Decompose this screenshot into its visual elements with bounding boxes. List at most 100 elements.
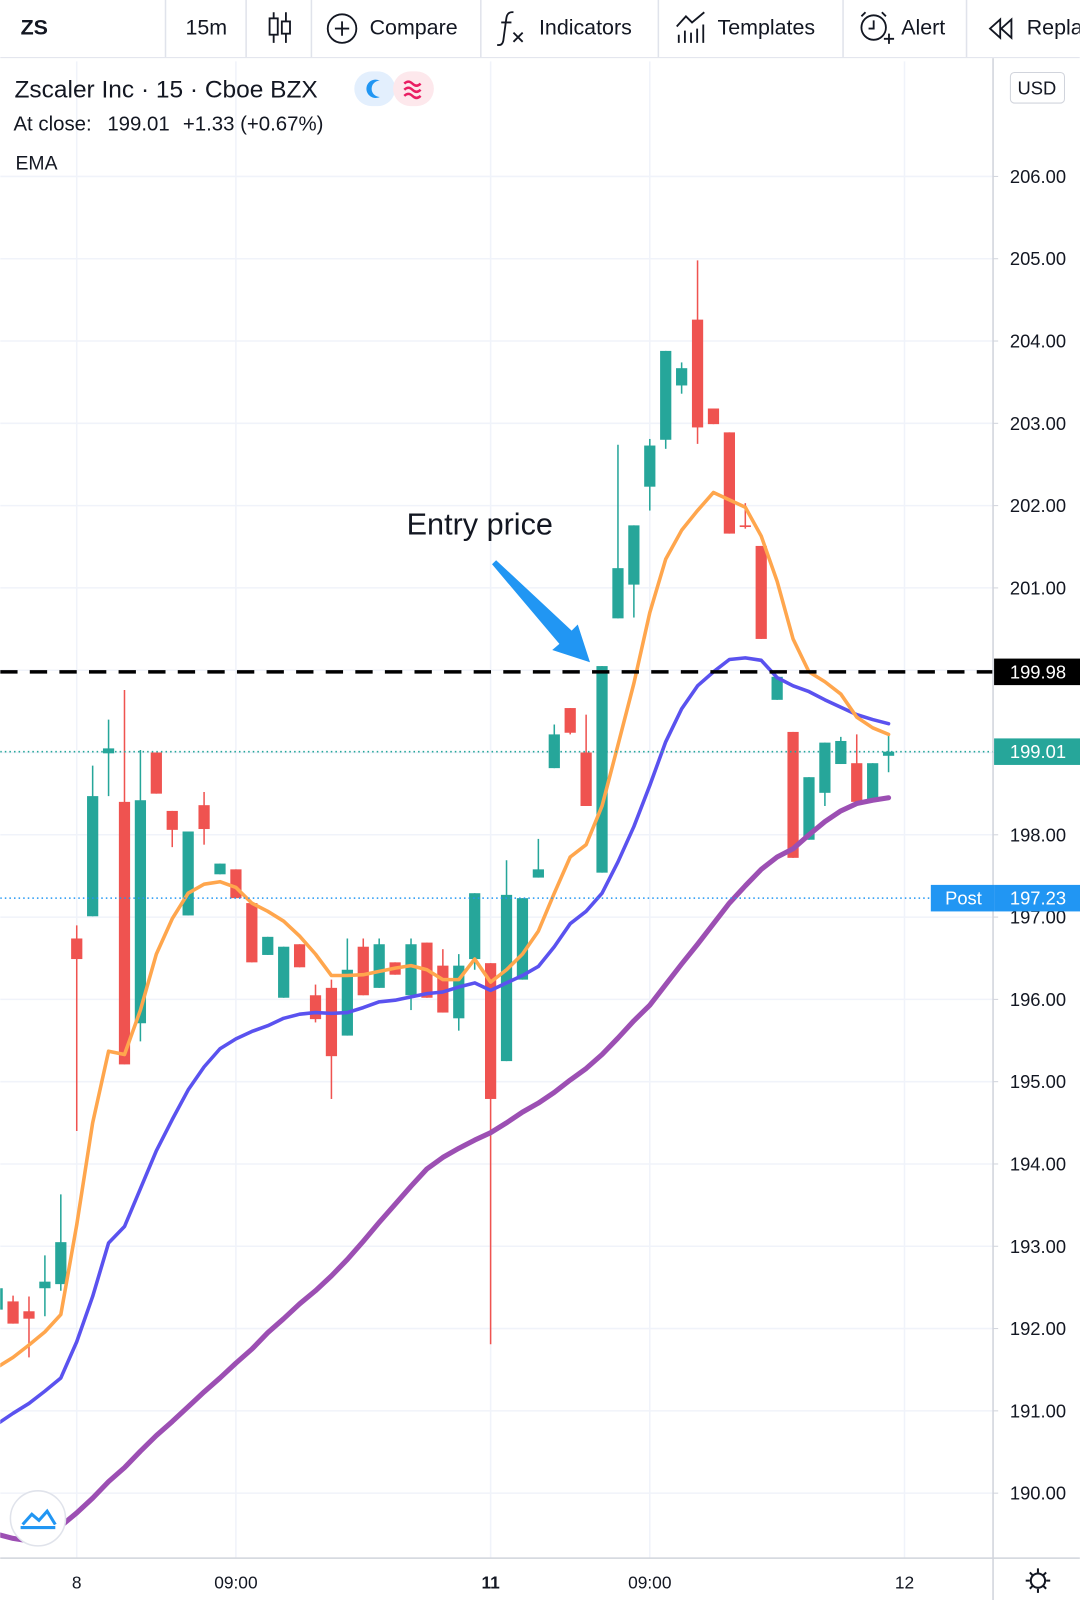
currency-label: USD <box>1018 77 1057 98</box>
candle-body <box>246 903 258 963</box>
replay-button[interactable]: Replay <box>988 16 1080 40</box>
interval-button[interactable]: 15m <box>185 16 227 40</box>
y-tick-label: 197.00 <box>1010 907 1066 928</box>
x-tick-label: 11 <box>481 1573 500 1593</box>
candle-icon-body <box>280 20 291 35</box>
compare-icon <box>326 13 358 44</box>
candle-body <box>55 1242 67 1285</box>
indicators-icon <box>496 11 524 46</box>
pill-right <box>393 71 434 107</box>
candle-body <box>87 796 99 917</box>
arrow-shape <box>492 560 590 663</box>
y-tick-label: 196.00 <box>1010 989 1066 1010</box>
candle-body <box>293 944 306 968</box>
templates-label: Templates <box>718 16 816 40</box>
candle-body <box>787 731 799 858</box>
plot-layer <box>0 260 895 1544</box>
symbol: ZS <box>21 16 48 40</box>
candle-body <box>739 525 751 528</box>
candle-body <box>341 969 353 1036</box>
candle-body <box>851 763 863 802</box>
ema-line <box>0 656 891 1425</box>
alert-button[interactable]: Alert <box>860 11 945 44</box>
candle-body <box>516 898 529 980</box>
candle-body <box>373 944 385 988</box>
candle-body <box>214 863 226 875</box>
compare-button[interactable]: Compare <box>326 13 458 44</box>
interval: 15m <box>185 16 227 40</box>
candle-body <box>453 965 465 1019</box>
close-label: At close: <box>13 113 91 135</box>
y-tick-label: 190.00 <box>1010 1483 1066 1504</box>
candle-body <box>469 893 481 960</box>
candle-body <box>309 995 322 1020</box>
price-line-layer <box>0 670 994 899</box>
price-label-box <box>994 738 1080 765</box>
y-tick-label: 194.00 <box>1010 1153 1066 1174</box>
compare-label: Compare <box>370 16 458 40</box>
price-label: 197.23 <box>1010 888 1066 909</box>
y-tick-label: 202.00 <box>1010 495 1066 516</box>
x-tick-label: 12 <box>895 1573 914 1593</box>
candle-body <box>325 987 338 1057</box>
y-tick-label: 205.00 <box>1010 248 1066 269</box>
price-label-box <box>994 658 1080 686</box>
candle-body <box>485 963 497 1099</box>
ema-line <box>0 795 892 1544</box>
grid-layer <box>0 61 994 1559</box>
toolbar-bg <box>0 0 1080 58</box>
templates-button[interactable]: Templates <box>676 11 816 43</box>
candle-body <box>723 432 735 534</box>
settings-button[interactable] <box>1025 1568 1051 1593</box>
status-pills[interactable] <box>354 71 434 107</box>
alert-icon <box>860 14 887 41</box>
candle-body <box>676 368 688 386</box>
gear-ring <box>1029 1572 1047 1589</box>
candle-body <box>644 445 656 487</box>
currency-button[interactable]: USD <box>1009 71 1065 104</box>
candle-body <box>564 708 576 733</box>
candle-body <box>707 408 720 425</box>
candle-body <box>102 748 115 754</box>
candle-body <box>278 946 290 998</box>
candle-body <box>548 734 560 769</box>
compare-icon-plus <box>334 21 350 36</box>
y-tick-label: 206.00 <box>1010 166 1066 187</box>
y-tick-label: 191.00 <box>1010 1400 1066 1421</box>
wave-icon <box>403 80 422 100</box>
candle-body <box>198 805 210 830</box>
chart-style-button[interactable] <box>268 12 291 43</box>
candle-body <box>771 676 783 700</box>
y-tick-label: 203.00 <box>1010 413 1066 434</box>
candle-body <box>612 568 624 619</box>
alert-icon-hands <box>860 11 895 44</box>
indicator-label: EMA <box>16 152 58 174</box>
logo-button[interactable] <box>9 1490 67 1547</box>
indicators-label: Indicators <box>539 16 632 40</box>
candle-body <box>23 1311 35 1319</box>
close-price: 199.01 <box>107 113 169 135</box>
candle-body <box>755 545 767 639</box>
symbol-button[interactable]: ZS <box>21 16 48 40</box>
replay-icon <box>988 17 1013 40</box>
indicators-button[interactable]: Indicators <box>496 11 632 46</box>
session-label-box <box>930 884 995 912</box>
candle-body <box>118 801 131 1065</box>
y-tick-label: 193.00 <box>1010 1236 1066 1257</box>
price-label-box <box>994 884 1080 912</box>
candle-body <box>230 869 242 899</box>
gear-teeth <box>1025 1568 1051 1593</box>
logo-mark <box>21 1508 57 1526</box>
pill-left <box>354 71 396 107</box>
templates-icon <box>676 11 705 43</box>
ema-line <box>0 490 891 1368</box>
candle-body <box>596 666 608 873</box>
y-tick-label: 201.00 <box>1010 577 1066 598</box>
candle-body <box>0 1288 3 1310</box>
candle-body <box>580 752 592 806</box>
y-tick-label: 198.00 <box>1010 824 1066 845</box>
y-tick-label: 195.00 <box>1010 1071 1066 1092</box>
price-label: 199.01 <box>1010 741 1066 762</box>
candle-body <box>7 1301 19 1324</box>
